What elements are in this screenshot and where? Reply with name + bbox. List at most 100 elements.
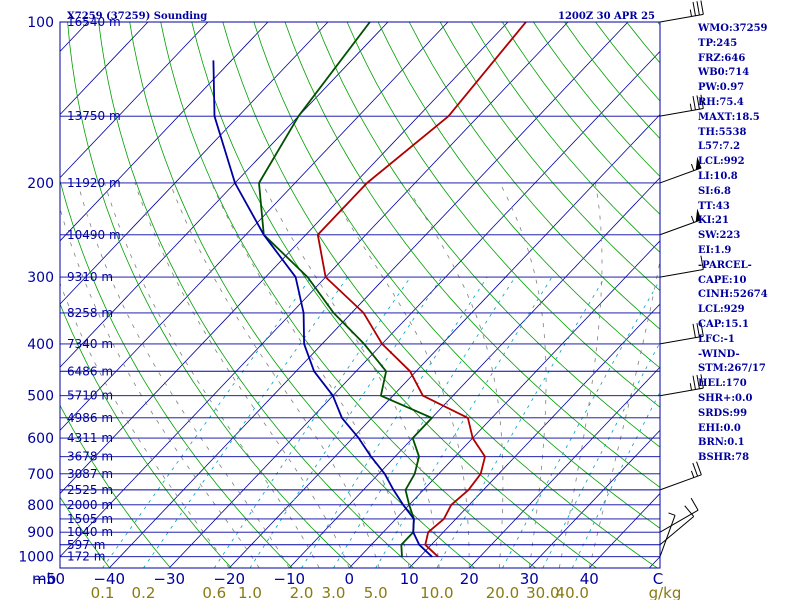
index-row: -WIND- (698, 348, 740, 360)
temperature-tick-label: −50 (33, 570, 65, 588)
isotherm-line (228, 113, 660, 568)
mixing-ratio-line (542, 341, 660, 568)
height-label: 11920 m (67, 176, 121, 190)
mixing-ratio-line (143, 276, 349, 568)
isotherm-line (0, 22, 28, 568)
moist-adiabat-line (211, 182, 410, 568)
dry-adiabat-line (346, 22, 660, 408)
pressure-unit-label: mb (32, 570, 56, 588)
isotherm-line (60, 22, 149, 116)
isotherm-line (288, 177, 660, 568)
index-row: HEL:170 (698, 378, 747, 390)
dry-adiabat-grid (60, 22, 660, 568)
index-row: BRN:0.1 (698, 437, 745, 449)
mixing-ratio-line (301, 276, 488, 568)
height-label: 2525 m (67, 483, 113, 497)
dry-adiabat-line (60, 178, 293, 568)
index-row: WB0:714 (698, 67, 750, 79)
mixing-ratio-label: 0.2 (132, 584, 156, 600)
index-row: PW:0.97 (698, 82, 745, 94)
isotherm-line (60, 22, 269, 242)
index-row: LFC:-1 (698, 333, 735, 345)
dry-adiabat-line (408, 22, 660, 330)
mixing-ratio-line (102, 276, 312, 568)
pressure-tick-label: 700 (27, 467, 54, 483)
moist-adiabat-line (404, 182, 504, 568)
temperature-tick-label: −40 (93, 570, 125, 588)
mixing-ratio-label: 1.0 (238, 584, 262, 600)
dry-adiabat-line (60, 302, 232, 568)
index-row: MAXT:18.5 (698, 111, 760, 123)
wind-barb (659, 208, 702, 236)
height-label: 13750 m (67, 109, 121, 123)
height-label: 597 m (67, 538, 105, 552)
dry-adiabat-line (284, 22, 660, 488)
temperature-unit-label: C (653, 570, 663, 588)
mixing-ratio-line (502, 279, 660, 568)
dry-adiabat-line (160, 22, 536, 568)
moist-adiabat-grid (60, 182, 660, 568)
temperature-tick-label: 0 (344, 570, 354, 588)
temperature-tick-label: 10 (400, 570, 419, 588)
temperature-tick-label: 30 (520, 570, 539, 588)
index-row: FRZ:646 (698, 52, 746, 64)
index-row: LI:10.8 (698, 170, 738, 182)
height-label: 1040 m (67, 525, 113, 539)
dry-adiabat-line (470, 22, 660, 253)
temperature-profile-line (316, 22, 527, 558)
pressure-tick-label: 200 (27, 176, 54, 192)
moist-adiabat-line (60, 206, 260, 568)
wind-barbs (659, 0, 704, 557)
index-row: SHR+:0.0 (698, 392, 753, 404)
moist-adiabat-line (324, 182, 470, 568)
index-row: WMO:37259 (698, 23, 768, 34)
wind-barb (659, 505, 695, 546)
temperature-tick-label: −10 (273, 570, 305, 588)
index-row: RH:75.4 (698, 96, 744, 108)
mixing-ratio-line (375, 276, 553, 568)
height-label: 9310 m (67, 270, 113, 284)
index-row: CAP:15.1 (698, 318, 749, 330)
mixing-ratio-label: 2.0 (290, 584, 314, 600)
height-label: 10490 m (67, 228, 121, 242)
index-row: KI:21 (698, 215, 729, 227)
index-row: L57:7.2 (698, 141, 741, 153)
isotherm-line (60, 22, 209, 179)
dry-adiabat-line (67, 22, 354, 568)
dry-adiabat-line (253, 22, 660, 529)
chart-title: X7259 (37259) Sounding (67, 11, 207, 22)
mixing-ratio-line (571, 391, 660, 568)
moist-adiabat-line (261, 182, 440, 568)
height-label: 16540 m (67, 15, 121, 29)
pressure-tick-label: 300 (27, 270, 54, 286)
dry-adiabat-line (222, 22, 658, 568)
index-row: TT:43 (698, 200, 730, 212)
mixing-ratio-line (333, 276, 516, 568)
height-label: 4986 m (67, 411, 113, 425)
dry-adiabat-line (439, 22, 660, 292)
dry-adiabat-line (98, 22, 415, 568)
pressure-tick-label: 900 (27, 525, 54, 541)
pressure-tick-label: 400 (27, 337, 54, 353)
moist-adiabat-line (77, 182, 290, 568)
index-row: TP:245 (698, 37, 738, 49)
pressure-tick-label: 100 (27, 15, 54, 31)
height-label: 172 m (67, 550, 105, 564)
dry-adiabat-line (60, 404, 171, 568)
mixing-ratio-line (436, 276, 606, 568)
mixing-ratio-label: 0.6 (202, 584, 226, 600)
mixing-ratio-label: 3.0 (322, 584, 346, 600)
wind-barb (659, 461, 702, 491)
index-row: SRDS:99 (698, 407, 748, 419)
wind-barb (659, 255, 704, 278)
mixing-ratio-label: 0.1 (91, 584, 115, 600)
chart-datetime: 1200Z 30 APR 25 (558, 11, 655, 22)
mixing-ratio-label: 40.0 (556, 584, 589, 600)
dry-adiabat-line (60, 496, 111, 568)
sounding-profiles (212, 22, 527, 558)
isotherm-line (60, 22, 569, 558)
pressure-tick-label: 800 (27, 498, 54, 514)
mixing-ratio-label: 5.0 (364, 584, 388, 600)
moist-adiabat-line (104, 182, 320, 568)
